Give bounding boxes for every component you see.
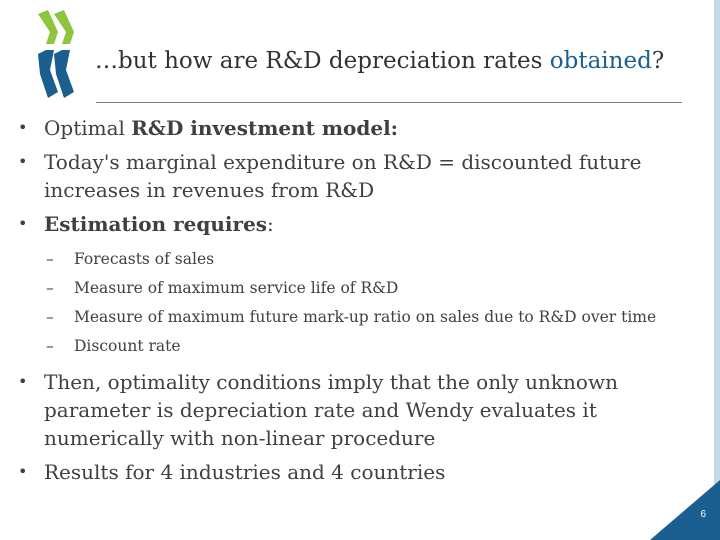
title-suffix: ? [651,48,665,74]
bullet-5: • Results for 4 industries and 4 countri… [18,458,690,486]
sub-bullet-1: – Forecasts of sales [18,248,684,271]
corner-triangle [650,480,720,540]
bullet-dot: • [18,372,28,391]
slide-body: • Optimal R&D investment model: • Today'… [18,114,690,492]
side-stripe [714,0,720,540]
bullet-5-text: Results for 4 industries and 4 countries [44,460,446,484]
bullet-1: • Optimal R&D investment model: [18,114,690,142]
sub-bullet-2-text: Measure of maximum service life of R&D [74,279,399,297]
dash-marker: – [46,250,54,268]
sub-bullet-4: – Discount rate [18,335,684,358]
bullet-1-text: Optimal [44,116,132,140]
dash-marker: – [46,308,54,326]
bullet-dot: • [18,214,28,233]
sub-bullet-4-text: Discount rate [74,337,181,355]
bullet-4: • Then, optimality conditions imply that… [18,368,690,452]
bullet-3-bold: Estimation requires [44,212,268,236]
slide-title: …but how are R&D depreciation rates obta… [95,48,705,74]
bullet-3: • Estimation requires: [18,210,690,238]
dash-marker: – [46,279,54,297]
title-accent: obtained [549,48,652,74]
bullet-dot: • [18,152,28,171]
sub-bullet-3-text: Measure of maximum future mark-up ratio … [74,308,657,326]
sub-bullet-2: – Measure of maximum service life of R&D [18,277,684,300]
bullet-dot: • [18,118,28,137]
bullet-dot: • [18,462,28,481]
bullet-3-suffix: : [267,212,274,236]
dash-marker: – [46,337,54,355]
title-prefix: …but how are R&D depreciation rates [95,48,550,74]
bullet-1-bold: R&D investment model: [131,116,399,140]
page-number: 6 [700,509,706,520]
bullet-4-text: Then, optimality conditions imply that t… [44,370,618,450]
sub-bullet-1-text: Forecasts of sales [74,250,215,268]
sub-bullet-3: – Measure of maximum future mark-up rati… [18,306,684,329]
title-divider [96,102,682,103]
bullet-2-text: Today's marginal expenditure on R&D = di… [44,150,642,202]
oecd-logo-icon [38,10,74,98]
bullet-2: • Today's marginal expenditure on R&D = … [18,148,690,204]
